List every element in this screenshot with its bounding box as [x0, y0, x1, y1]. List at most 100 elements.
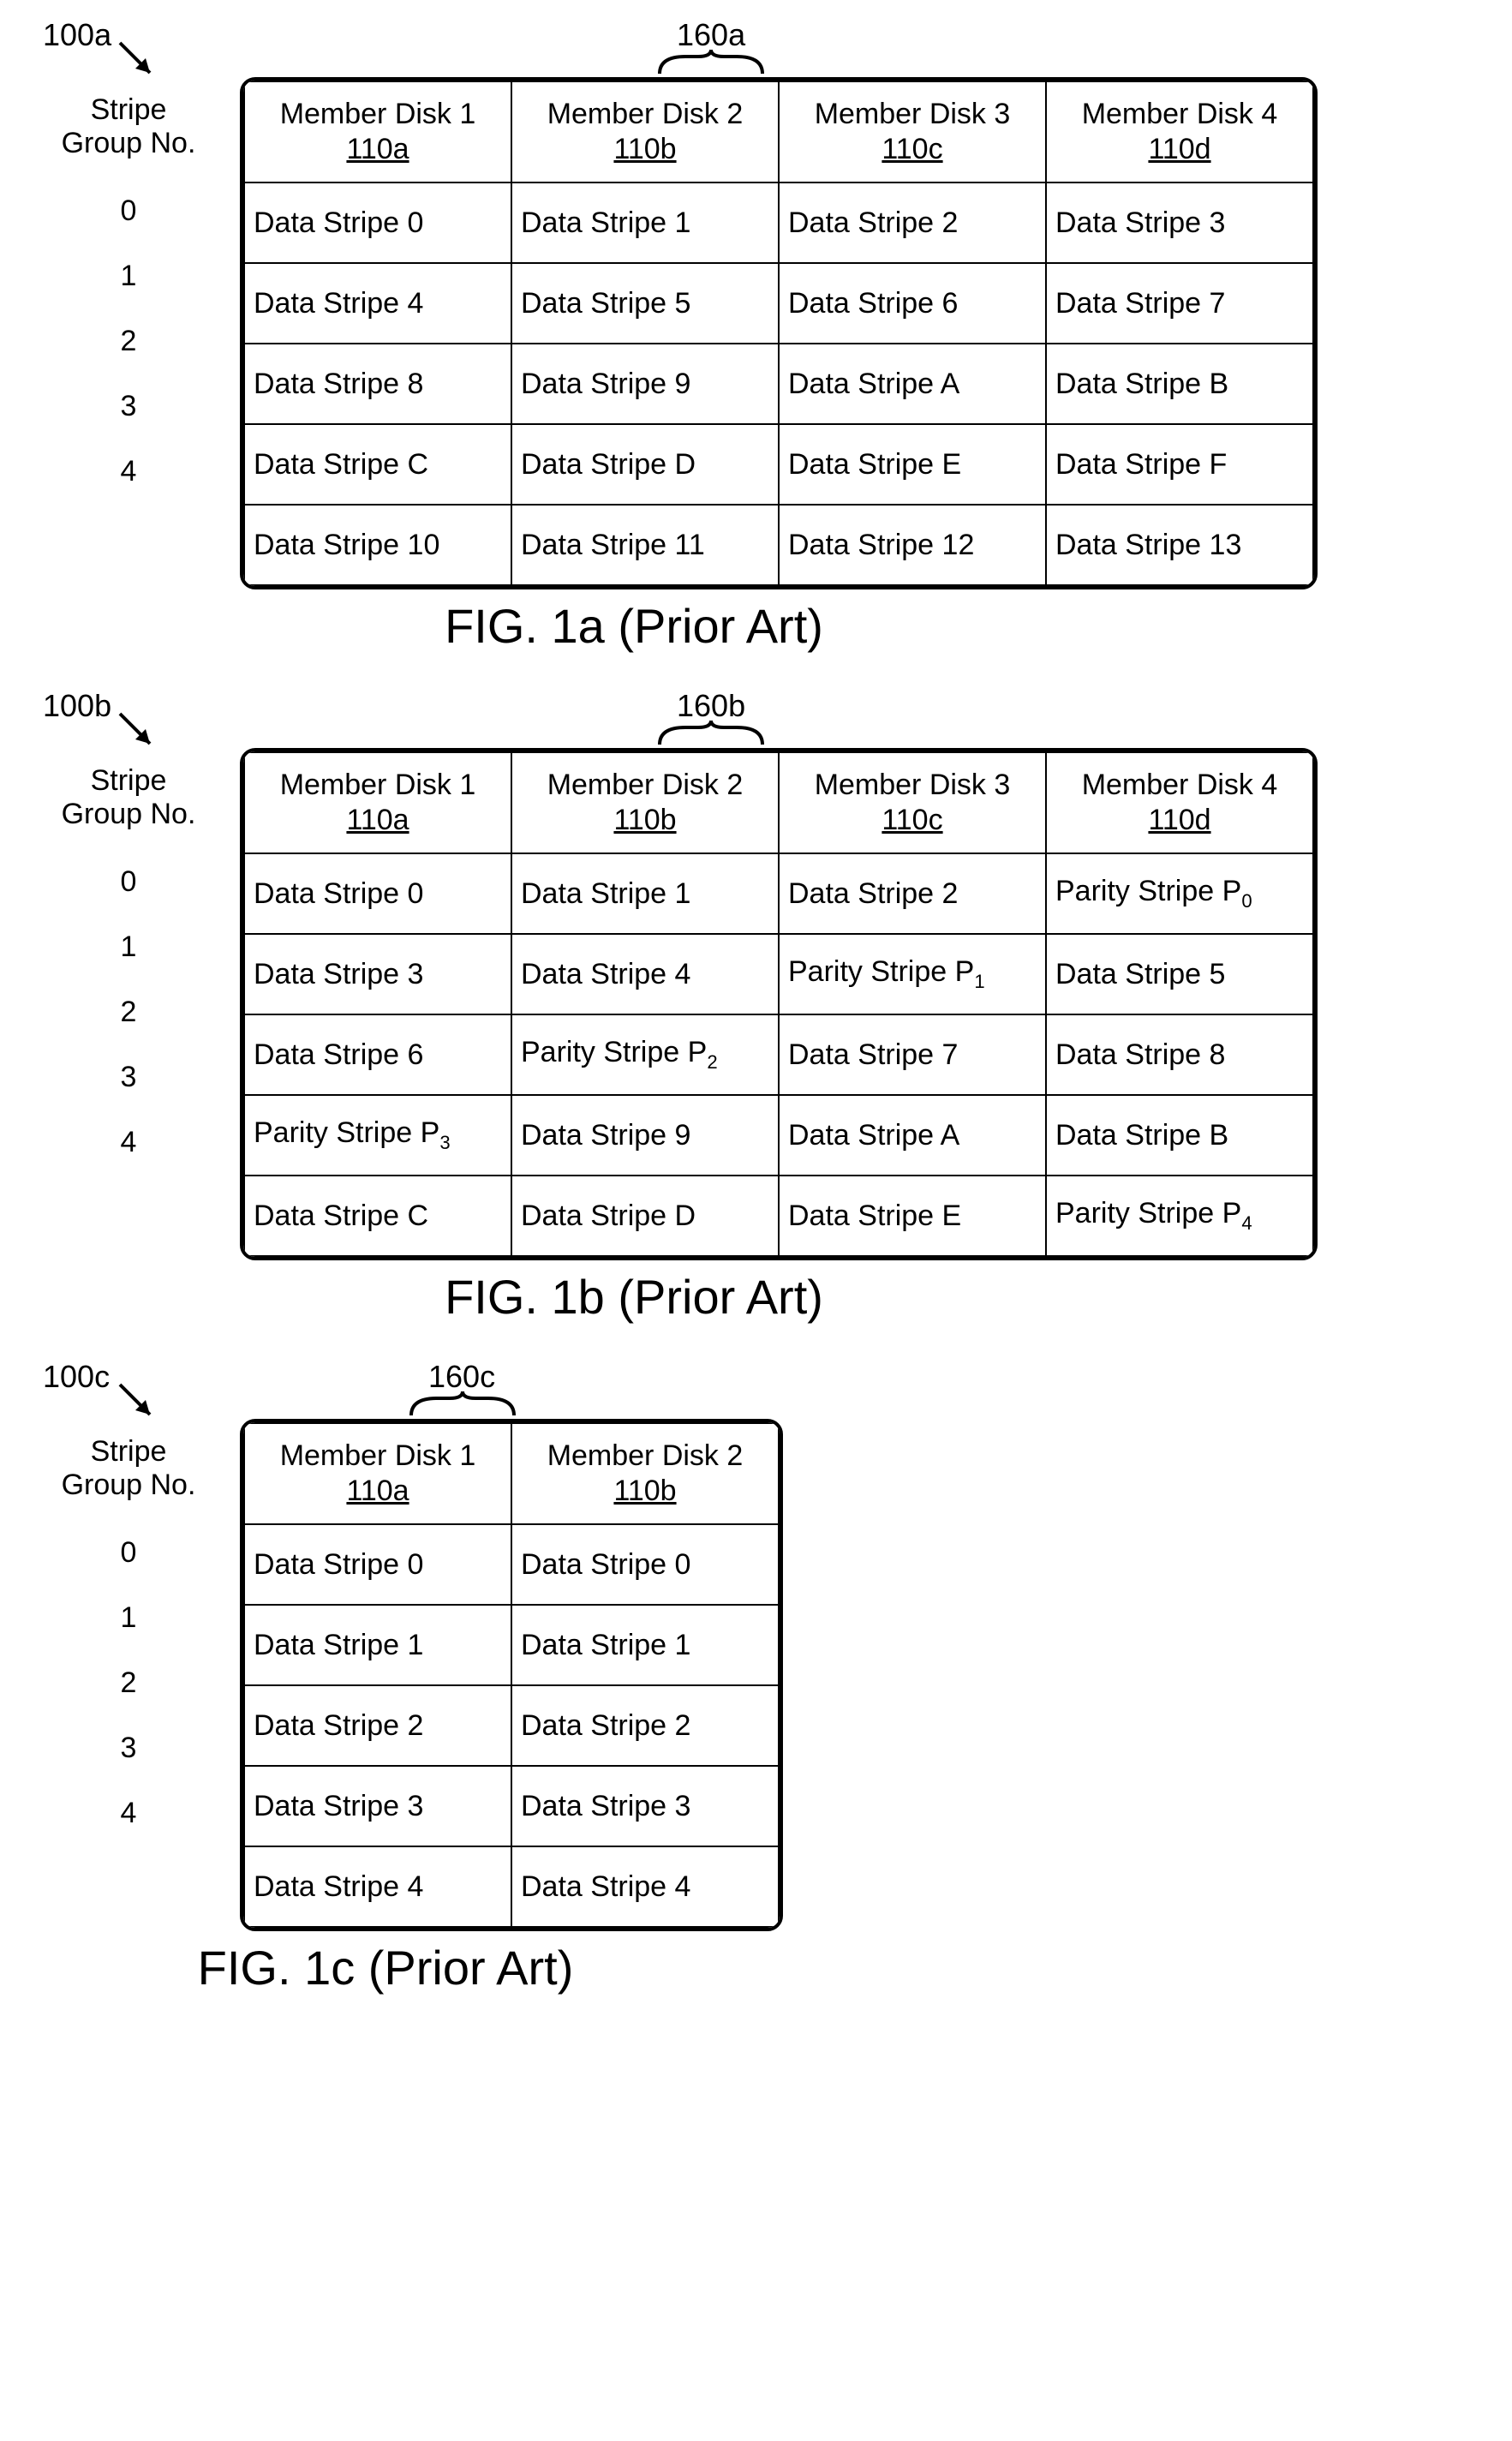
column-header-main: Member Disk 3: [788, 768, 1037, 803]
rowlabel-num: 4: [17, 1110, 240, 1175]
table-cell: Data Stripe 4: [511, 1846, 779, 1927]
column-header: Member Disk 4110d: [1046, 81, 1313, 182]
ref-label: 100b: [43, 688, 111, 724]
table-row: Data Stripe 4Data Stripe 5Data Stripe 6D…: [244, 263, 1313, 344]
table-row: Data Stripe 10Data Stripe 11Data Stripe …: [244, 505, 1313, 585]
table-cell: Data Stripe 5: [511, 263, 779, 344]
content-row: StripeGroup No.01234Member Disk 1110aMem…: [17, 77, 1495, 589]
column-header: Member Disk 2110b: [511, 1423, 779, 1524]
column-header-sub: 110c: [788, 132, 1037, 167]
column-header-main: Member Disk 4: [1055, 97, 1304, 132]
rowlabel-num: 1: [17, 243, 240, 308]
column-header-sub: 110d: [1055, 132, 1304, 167]
table-cell: Data Stripe C: [244, 424, 511, 505]
table-row: Data Stripe 4Data Stripe 4: [244, 1846, 779, 1927]
rowlabel-nums: 01234: [17, 849, 240, 1175]
table-cell: Data Stripe 4: [244, 263, 511, 344]
table-cell: Data Stripe F: [1046, 424, 1313, 505]
column-header-main: Member Disk 4: [1055, 768, 1304, 803]
table-cell: Data Stripe 3: [244, 934, 511, 1014]
column-header: Member Disk 3110c: [779, 81, 1046, 182]
rowlabel-header: StripeGroup No.: [17, 84, 240, 170]
column-header-sub: 110b: [521, 132, 769, 167]
rowlabel-column: StripeGroup No. 01234: [17, 748, 240, 1175]
column-header-main: Member Disk 2: [521, 768, 769, 803]
table-cell: Data Stripe 0: [244, 853, 511, 934]
table-cell: Data Stripe 6: [779, 263, 1046, 344]
table-row: Parity Stripe P3Data Stripe 9 Data Stripe…: [244, 1095, 1313, 1176]
table-cell: Data Stripe E: [779, 1176, 1046, 1256]
figure-fig1a: 100a160aStripeGroup No.01234Member Disk …: [17, 17, 1495, 654]
top-labels: 100b160b: [17, 688, 1495, 748]
rowlabel-header: StripeGroup No.: [17, 1426, 240, 1511]
rowlabel-num: 4: [17, 439, 240, 504]
table-cell: Data Stripe B: [1046, 1095, 1313, 1176]
bracket-icon: [651, 719, 771, 750]
ref-arrow-icon: [111, 1376, 163, 1427]
figure-fig1c: 100c160cStripeGroup No.01234Member Disk …: [17, 1359, 1495, 1995]
table-cell: Parity Stripe P4: [1046, 1176, 1313, 1256]
rowlabel-header-line: Stripe: [17, 1435, 240, 1469]
column-header: Member Disk 2110b: [511, 81, 779, 182]
table-row: Data Stripe 0Data Stripe 0: [244, 1524, 779, 1605]
column-header: Member Disk 1110a: [244, 752, 511, 853]
column-header-main: Member Disk 2: [521, 1439, 769, 1474]
table-cell: Data Stripe 9: [511, 1095, 779, 1176]
figure-fig1b: 100b160bStripeGroup No.01234Member Disk …: [17, 688, 1495, 1325]
rowlabel-num: 2: [17, 979, 240, 1044]
table-body: Data Stripe 0Data Stripe 1Data Stripe 2P…: [244, 853, 1313, 1256]
column-header-sub: 110d: [1055, 803, 1304, 838]
rowlabel-nums: 01234: [17, 178, 240, 504]
rowlabel-header-line: Stripe: [17, 93, 240, 127]
rowlabel-header-line: Group No.: [17, 798, 240, 831]
rowlabel-num: 0: [17, 849, 240, 914]
rowlabel-num: 3: [17, 1715, 240, 1780]
column-header-main: Member Disk 3: [788, 97, 1037, 132]
rowlabel-num: 3: [17, 1044, 240, 1110]
rowlabel-num: 2: [17, 308, 240, 374]
table-row: Data Stripe 8Data Stripe 9Data Stripe AD…: [244, 344, 1313, 424]
column-header-main: Member Disk 1: [254, 1439, 502, 1474]
table-cell: Data Stripe 2: [244, 1685, 511, 1766]
table-head: Member Disk 1110aMember Disk 2110bMember…: [244, 81, 1313, 182]
column-header-sub: 110b: [521, 1474, 769, 1509]
table-cell: Data Stripe E: [779, 424, 1046, 505]
rowlabel-num: 4: [17, 1780, 240, 1846]
table-cell: Data Stripe 13: [1046, 505, 1313, 585]
table-header-row: Member Disk 1110aMember Disk 2110b: [244, 1423, 779, 1524]
figure-root: 100a160aStripeGroup No.01234Member Disk …: [17, 17, 1495, 1995]
rowlabel-num: 2: [17, 1650, 240, 1715]
top-labels: 100a160a: [17, 17, 1495, 77]
table-cell: Data Stripe 1: [511, 182, 779, 263]
rowlabel-nums: 01234: [17, 1520, 240, 1846]
table-cell: Parity Stripe P2: [511, 1014, 779, 1095]
table-cell: Data Stripe 1: [511, 853, 779, 934]
table-cell: Data Stripe 7: [1046, 263, 1313, 344]
column-header-main: Member Disk 2: [521, 97, 769, 132]
table-row: Data Stripe 3Data Stripe 3: [244, 1766, 779, 1846]
rowlabel-header-line: Stripe: [17, 764, 240, 798]
table-wrap: Member Disk 1110aMember Disk 2110bMember…: [240, 77, 1318, 589]
table-cell: Data Stripe 0: [244, 1524, 511, 1605]
ref-label: 100c: [43, 1359, 110, 1395]
table-row: Data Stripe CData Stripe DData Stripe ED…: [244, 424, 1313, 505]
bracket-icon: [403, 1390, 523, 1421]
table-cell: Data Stripe 5: [1046, 934, 1313, 1014]
table-cell: Parity Stripe P3: [244, 1095, 511, 1176]
table-row: Data Stripe 0Data Stripe 1Data Stripe 2D…: [244, 182, 1313, 263]
bracket-icon: [651, 48, 771, 79]
table-wrap: Member Disk 1110aMember Disk 2110bData S…: [240, 1419, 783, 1931]
table-header-row: Member Disk 1110aMember Disk 2110bMember…: [244, 81, 1313, 182]
column-header-main: Member Disk 1: [254, 768, 502, 803]
table-head: Member Disk 1110aMember Disk 2110b: [244, 1423, 779, 1524]
content-row: StripeGroup No. 01234Member Disk 1110aMem…: [17, 1419, 1495, 1931]
table-cell: Data Stripe 9: [511, 344, 779, 424]
rowlabel-header-line: Group No.: [17, 127, 240, 160]
table-row: Data Stripe 3Data Stripe 4Parity Stripe …: [244, 934, 1313, 1014]
table-row: Data Stripe 6Parity Stripe P2Data Stripe…: [244, 1014, 1313, 1095]
table-cell: Data Stripe 0: [244, 182, 511, 263]
rowlabel-num: 3: [17, 374, 240, 439]
table-cell: Data Stripe 8: [1046, 1014, 1313, 1095]
ref-label: 100a: [43, 17, 111, 53]
ref-arrow-icon: [111, 34, 163, 86]
